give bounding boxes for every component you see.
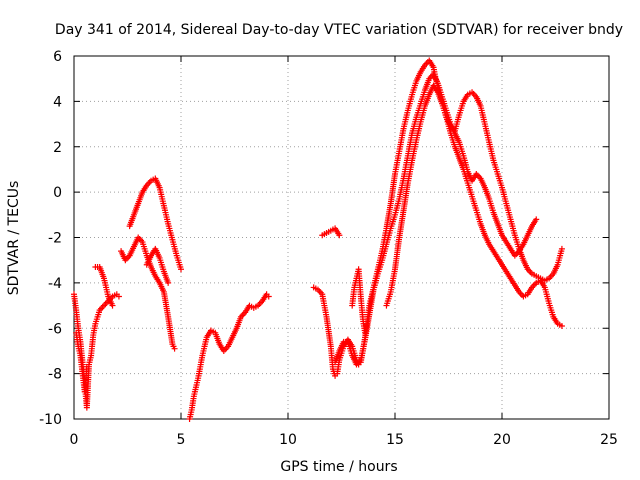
data-point-seg-c <box>109 302 116 309</box>
data-point-seg-j <box>558 245 565 252</box>
data-point-seg-a <box>115 293 122 300</box>
x-tick-label: 5 <box>177 432 186 448</box>
y-tick-label: 2 <box>53 140 62 156</box>
y-tick-label: 0 <box>53 185 62 201</box>
data-points <box>71 57 565 422</box>
y-tick-label: -2 <box>48 231 62 247</box>
x-tick-label: 15 <box>386 432 404 448</box>
x-tick-label: 20 <box>493 432 511 448</box>
data-point-seg-e <box>178 266 184 273</box>
chart-title: Day 341 of 2014, Sidereal Day-to-day VTE… <box>55 22 623 38</box>
y-tick-label: -10 <box>39 412 62 428</box>
y-tick-label: -4 <box>48 276 62 292</box>
data-point-seg-g <box>265 293 272 300</box>
data-point-seg-h <box>558 322 565 329</box>
y-tick-label: 6 <box>53 49 62 65</box>
data-point-seg-f <box>165 279 172 286</box>
y-tick-label: -6 <box>48 321 62 337</box>
y-tick-label: 4 <box>53 94 62 110</box>
grid <box>74 56 609 419</box>
data-point-seg-b <box>83 363 90 370</box>
data-point-seg-l <box>336 232 343 239</box>
x-axis-label: GPS time / hours <box>280 459 397 475</box>
x-tick-label: 25 <box>600 432 618 448</box>
data-point-seg-k <box>362 329 369 336</box>
axis-ticks: 0 5 10 15 20 25 -10 -8 -6 -4 -2 0 2 4 6 <box>39 49 618 448</box>
x-tick-label: 0 <box>70 432 79 448</box>
x-tick-label: 10 <box>279 432 297 448</box>
data-point-seg-d <box>171 345 178 352</box>
y-tick-label: -8 <box>48 367 62 383</box>
data-point-seg-i <box>533 216 540 223</box>
y-axis-label: SDTVAR / TECUs <box>6 181 22 296</box>
